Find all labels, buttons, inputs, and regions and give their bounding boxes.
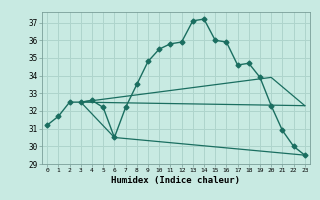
X-axis label: Humidex (Indice chaleur): Humidex (Indice chaleur) — [111, 176, 241, 185]
